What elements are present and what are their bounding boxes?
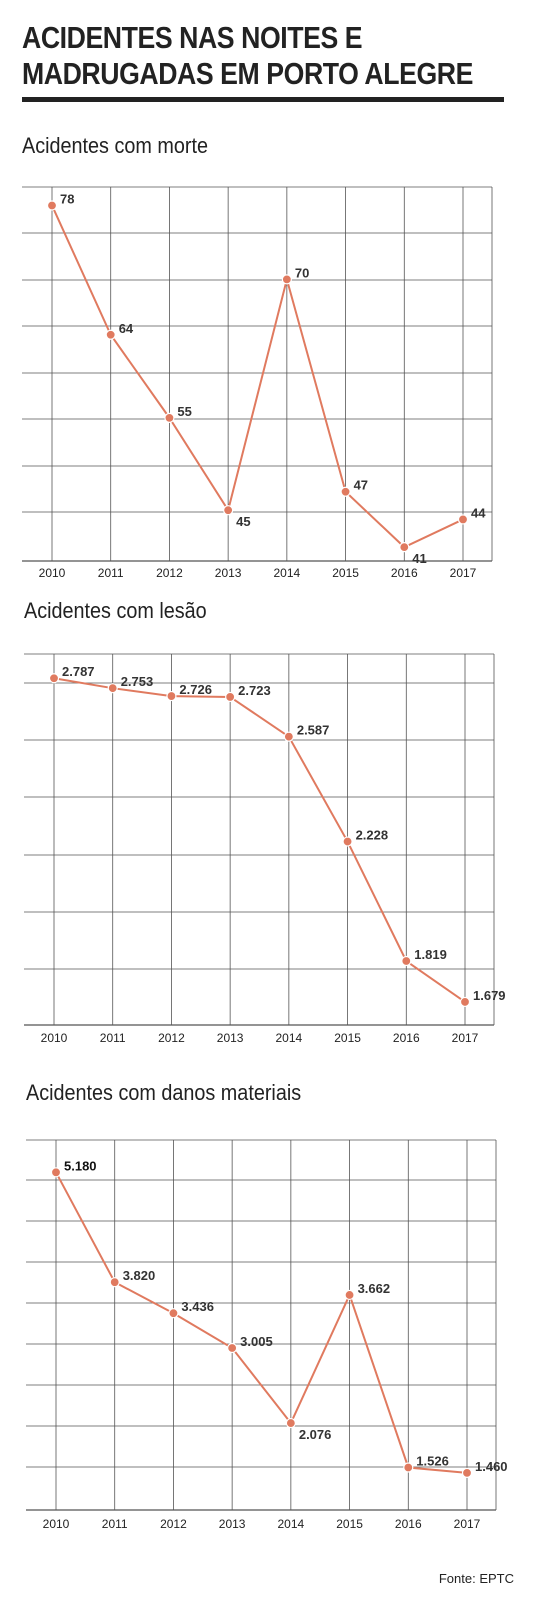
data-point [109,1277,120,1288]
data-point [166,690,177,702]
data-label: 2.076 [299,1427,332,1442]
data-point [344,1289,355,1301]
data-label: 2.228 [356,828,389,843]
data-label: 2.787 [62,664,95,679]
data-point [342,836,353,847]
page-title-line-1: ACIDENTES NAS NOITES E [22,20,363,55]
x-tick-label: 2017 [454,1517,481,1531]
x-tick-label: 2014 [278,1517,305,1531]
data-label: 64 [119,321,134,336]
data-point [46,200,58,211]
x-tick-label: 2011 [100,1031,126,1045]
chart-title-danos: Acidentes com danos materiais [26,1080,302,1105]
series-line [51,205,464,549]
data-label: 3.436 [181,1299,214,1314]
data-point [399,542,410,553]
data-label: 5.180 [64,1158,97,1173]
data-point [105,329,116,340]
data-point [48,673,60,684]
data-label: 1.679 [473,988,506,1003]
data-point [403,1462,414,1473]
data-label: 3.820 [123,1268,156,1283]
x-tick-label: 2013 [217,1031,244,1045]
data-label: 70 [295,265,309,280]
x-tick-label: 2010 [39,566,66,580]
data-label: 3.005 [240,1334,273,1349]
data-label: 3.662 [358,1281,391,1296]
data-label: 1.460 [475,1459,508,1474]
series-line [55,1171,468,1474]
x-tick-label: 2014 [276,1031,303,1045]
data-point [459,996,471,1008]
data-label: 78 [60,191,74,206]
data-point [225,691,236,703]
page-title-line-2: MADRUGADAS EM PORTO ALEGRE [22,56,473,91]
chart-title-mortes: Acidentes com morte [22,133,208,158]
data-label: 45 [236,514,250,529]
data-point [164,412,175,423]
x-tick-label: 2012 [156,566,183,580]
data-point [50,1167,62,1178]
data-label: 2.726 [179,682,212,697]
x-tick-label: 2010 [41,1031,68,1045]
series-line [53,677,466,1003]
data-point [168,1308,179,1319]
data-point [107,683,118,694]
x-tick-label: 2013 [219,1517,246,1531]
data-label: 2.587 [297,723,330,738]
x-tick-label: 2017 [452,1031,479,1045]
data-point [227,1342,238,1354]
x-tick-label: 2016 [393,1031,420,1045]
data-label: 1.819 [414,947,447,962]
x-tick-label: 2015 [334,1031,361,1045]
x-tick-label: 2014 [274,566,301,580]
data-point [283,731,294,742]
x-tick-label: 2010 [43,1517,70,1531]
x-tick-label: 2012 [158,1031,185,1045]
data-label: 41 [412,551,426,566]
data-point [457,514,469,525]
data-label: 47 [354,478,368,493]
x-tick-label: 2015 [336,1517,363,1531]
data-label: 2.723 [238,683,271,698]
data-label: 2.753 [121,674,154,689]
title-divider [22,97,504,102]
x-tick-label: 2012 [160,1517,187,1531]
data-label: 55 [177,404,191,419]
x-tick-label: 2011 [98,566,124,580]
x-tick-label: 2016 [395,1517,422,1531]
data-label: 44 [471,505,486,520]
data-label: 1.526 [416,1454,449,1469]
data-point [223,505,234,516]
chart-title-lesao: Acidentes com lesão [24,598,207,623]
x-tick-label: 2015 [332,566,359,580]
source-note: Fonte: EPTC [438,1571,514,1586]
data-point [401,955,412,967]
chart-mortes: 78 64 55 45 70 47 41 44 2010 2011 2012 2013 2014 2015… [22,186,493,580]
chart-lesao: 2.787 2.753 2.726 2.723 2.587 2.228 1.819 1.679… [24,653,506,1045]
x-tick-label: 2016 [391,566,418,580]
x-tick-label: 2011 [102,1517,128,1531]
data-point [285,1417,296,1429]
page-title: ACIDENTES NAS NOITES E MADRUGADAS EM POR… [22,20,473,92]
data-point [461,1467,473,1478]
x-tick-label: 2013 [215,566,242,580]
data-point [281,274,292,285]
x-tick-label: 2017 [450,566,477,580]
chart-danos: 5.180 3.820 3.436 3.005 2.076 3.662 1.526 1.460… [26,1139,508,1531]
data-point [340,486,351,497]
